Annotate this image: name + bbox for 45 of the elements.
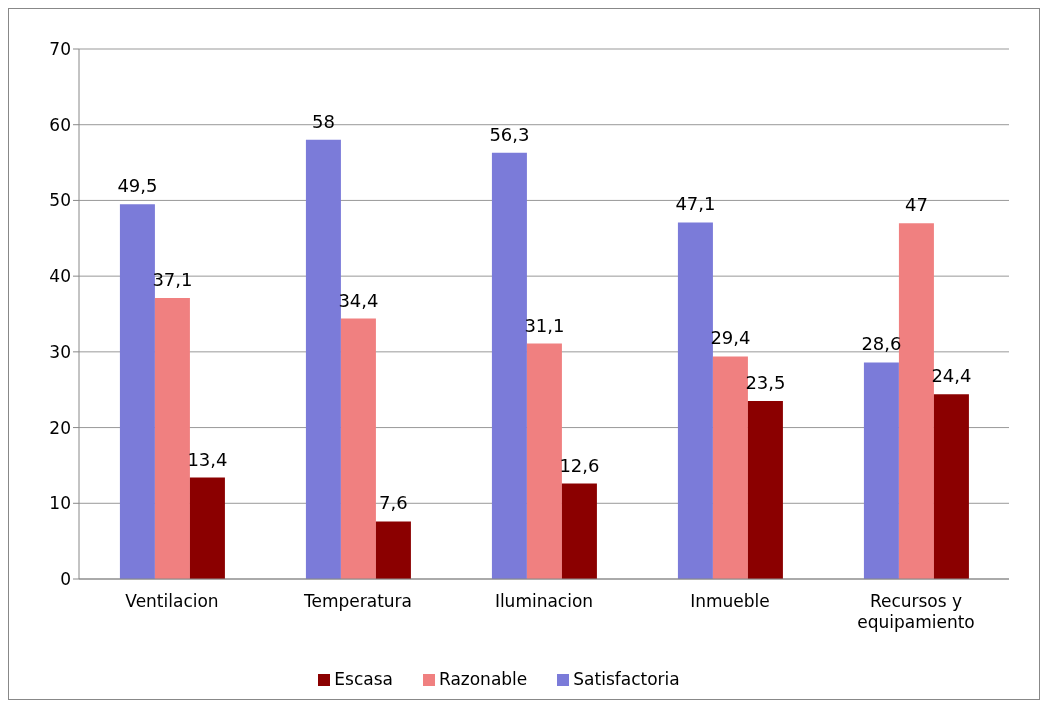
data-label: 13,4 [187, 448, 228, 470]
y-tick-label: 0 [60, 569, 71, 590]
x-tick-label: Inmueble [690, 591, 770, 611]
data-label: 58 [311, 110, 335, 132]
data-label: 29,4 [710, 327, 751, 349]
data-label: 23,5 [745, 372, 786, 394]
data-label: 7,6 [379, 492, 408, 514]
data-label: 31,1 [524, 314, 565, 336]
bar [526, 343, 562, 579]
x-tick-label: Temperatura [302, 591, 413, 611]
bar [305, 139, 341, 579]
y-tick-label: 70 [49, 39, 71, 60]
bar [863, 362, 899, 579]
legend-label: Razonable [438, 669, 528, 689]
data-label: 47,1 [675, 193, 716, 215]
bar [154, 298, 190, 579]
bar [712, 356, 748, 579]
x-tick-label: Iluminacion [494, 591, 594, 611]
y-tick-label: 60 [49, 114, 71, 135]
bar [561, 483, 597, 579]
legend-label: Escasa [334, 669, 393, 689]
y-tick-label: 50 [49, 190, 71, 211]
legend-label: Satisfactoria [573, 669, 680, 689]
data-label: 28,6 [861, 333, 902, 355]
bar [375, 521, 411, 579]
y-tick-label: 20 [49, 417, 71, 438]
x-tick-label: Ventilacion [125, 591, 219, 611]
data-label: 56,3 [489, 123, 530, 145]
data-label: 34,4 [338, 289, 379, 311]
bar [491, 152, 527, 579]
bar [189, 477, 225, 579]
y-tick-label: 10 [49, 493, 71, 514]
bar [933, 394, 969, 579]
bar [747, 401, 783, 579]
data-label: 12,6 [559, 454, 600, 476]
bar [119, 204, 155, 579]
y-tick-label: 30 [49, 341, 71, 362]
bar [340, 318, 376, 579]
x-tick-label: Recursos y equipamiento [857, 591, 975, 632]
data-label: 24,4 [931, 365, 972, 387]
bar [677, 222, 713, 579]
y-tick-label: 40 [49, 266, 71, 287]
data-label: 47 [904, 194, 928, 216]
data-label: 37,1 [152, 269, 193, 291]
data-label: 49,5 [117, 175, 158, 197]
